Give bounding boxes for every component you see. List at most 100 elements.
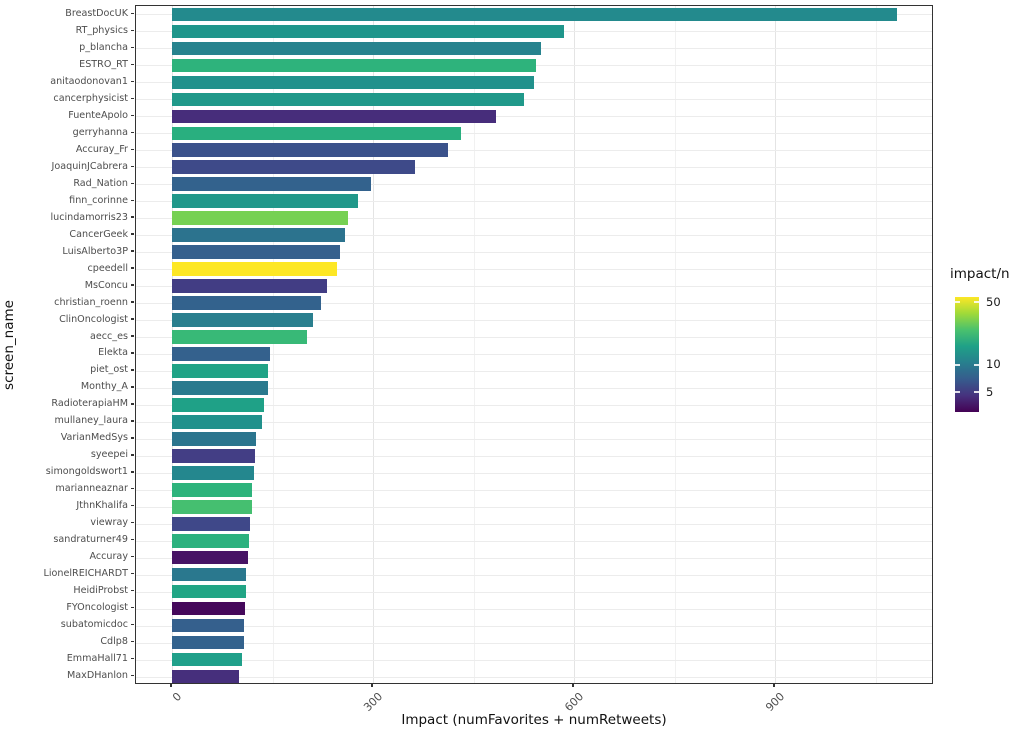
- x-tick-label: 0: [170, 690, 185, 705]
- y-tick: [131, 114, 134, 117]
- row-gridline: [136, 167, 932, 169]
- colorbar-tick: [955, 301, 960, 303]
- y-tick-label: finn_corinne: [69, 194, 128, 206]
- y-tick-label: Accuray: [89, 551, 128, 563]
- colorbar-tick-label: 50: [986, 294, 1001, 309]
- bar-christian_roenn: [172, 296, 322, 310]
- y-tick-label: Cdlp8: [100, 636, 128, 648]
- y-tick-label: LionelREICHARDT: [43, 568, 128, 580]
- colorbar-tick: [974, 391, 979, 393]
- y-tick-label: cpeedell: [87, 262, 129, 274]
- row-gridline: [136, 676, 932, 678]
- row-gridline: [136, 523, 932, 525]
- row-gridline: [136, 184, 932, 186]
- bar-simongoldswort1: [172, 466, 254, 480]
- row-gridline: [136, 591, 932, 593]
- colorbar-tick-label: 5: [986, 384, 994, 399]
- y-tick-label: lucindamorris23: [50, 211, 128, 223]
- y-tick-label: christian_roenn: [54, 296, 128, 308]
- colorbar-tick: [974, 301, 979, 303]
- y-tick-label: FuenteApolo: [68, 109, 128, 121]
- bar-BreastDocUK: [172, 7, 897, 22]
- bar-CancerGeek: [172, 228, 345, 242]
- row-gridline: [136, 625, 932, 627]
- y-tick: [131, 589, 134, 592]
- y-tick-label: cancerphysicist: [53, 92, 128, 104]
- row-gridline: [136, 150, 932, 152]
- y-tick: [131, 131, 134, 133]
- bar-ClinOncologist: [172, 313, 314, 327]
- y-tick-label: p_blancha: [79, 41, 128, 53]
- bar-cpeedell: [172, 262, 338, 276]
- y-tick: [131, 46, 134, 49]
- gridline-major: [373, 6, 374, 683]
- y-tick-label: ESTRO_RT: [79, 58, 128, 70]
- row-gridline: [136, 235, 932, 237]
- y-tick: [131, 80, 134, 83]
- gridline-major: [172, 6, 173, 683]
- colorbar-tick-label: 10: [986, 357, 1001, 372]
- colorbar-tick: [974, 364, 979, 366]
- x-tick: [170, 684, 172, 687]
- gridline-major: [775, 6, 776, 683]
- y-tick: [131, 250, 134, 252]
- row-gridline: [136, 320, 932, 322]
- y-tick-label: gerryhanna: [72, 126, 128, 138]
- y-tick: [131, 369, 134, 371]
- y-tick-label: sandraturner49: [53, 534, 128, 546]
- bar-Monthy_A: [172, 381, 268, 395]
- row-gridline: [136, 303, 932, 305]
- y-tick-label: FYOncologist: [66, 602, 128, 614]
- bar-JoaquinJCabrera: [172, 160, 415, 175]
- y-tick: [131, 640, 134, 643]
- y-tick: [131, 284, 134, 286]
- bar-FuenteApolo: [172, 109, 496, 124]
- row-gridline: [136, 370, 932, 372]
- row-gridline: [136, 659, 932, 661]
- y-tick-label: BreastDocUK: [65, 7, 128, 19]
- bar-LionelREICHARDT: [172, 567, 247, 582]
- legend-colorbar: [955, 297, 979, 412]
- bar-FYOncologist: [172, 601, 246, 616]
- gridline-minor: [674, 6, 676, 683]
- y-tick: [131, 403, 134, 405]
- bar-finn_corinne: [172, 194, 359, 208]
- y-tick: [131, 63, 134, 66]
- bar-ESTRO_RT: [172, 58, 537, 73]
- y-tick: [131, 216, 134, 218]
- x-axis-title: Impact (numFavorites + numRetweets): [401, 712, 667, 728]
- y-tick: [131, 420, 134, 422]
- row-gridline: [136, 472, 932, 474]
- row-gridline: [136, 269, 932, 271]
- y-tick-label: simongoldswort1: [45, 466, 128, 478]
- row-gridline: [136, 99, 932, 101]
- row-gridline: [136, 557, 932, 559]
- y-tick: [131, 318, 134, 320]
- y-tick: [131, 165, 134, 167]
- y-tick-label: LuisAlberto3P: [62, 245, 128, 257]
- y-tick-label: aecc_es: [89, 330, 128, 342]
- x-tick-label: 900: [763, 690, 788, 715]
- bar-EmmaHall71: [172, 652, 243, 667]
- y-tick-label: piet_ost: [90, 364, 128, 376]
- y-tick: [131, 471, 134, 473]
- x-tick: [371, 684, 373, 687]
- bar-MsConcu: [172, 279, 328, 293]
- row-gridline: [136, 506, 932, 508]
- y-tick-label: JoaquinJCabrera: [51, 160, 128, 172]
- y-tick: [131, 539, 134, 541]
- bar-syeepei: [172, 449, 256, 463]
- row-gridline: [136, 404, 932, 406]
- row-gridline: [136, 387, 932, 389]
- colorbar-tick: [955, 364, 960, 366]
- y-tick-label: JthnKhalifa: [76, 500, 128, 512]
- bar-Elekta: [172, 347, 270, 361]
- x-tick: [572, 684, 574, 687]
- bar-viewray: [172, 516, 250, 531]
- y-tick: [131, 233, 134, 235]
- y-tick: [131, 352, 134, 354]
- colorbar-tick: [955, 391, 960, 393]
- y-tick: [131, 437, 134, 439]
- row-gridline: [136, 286, 932, 288]
- bar-Cdlp8: [172, 635, 244, 650]
